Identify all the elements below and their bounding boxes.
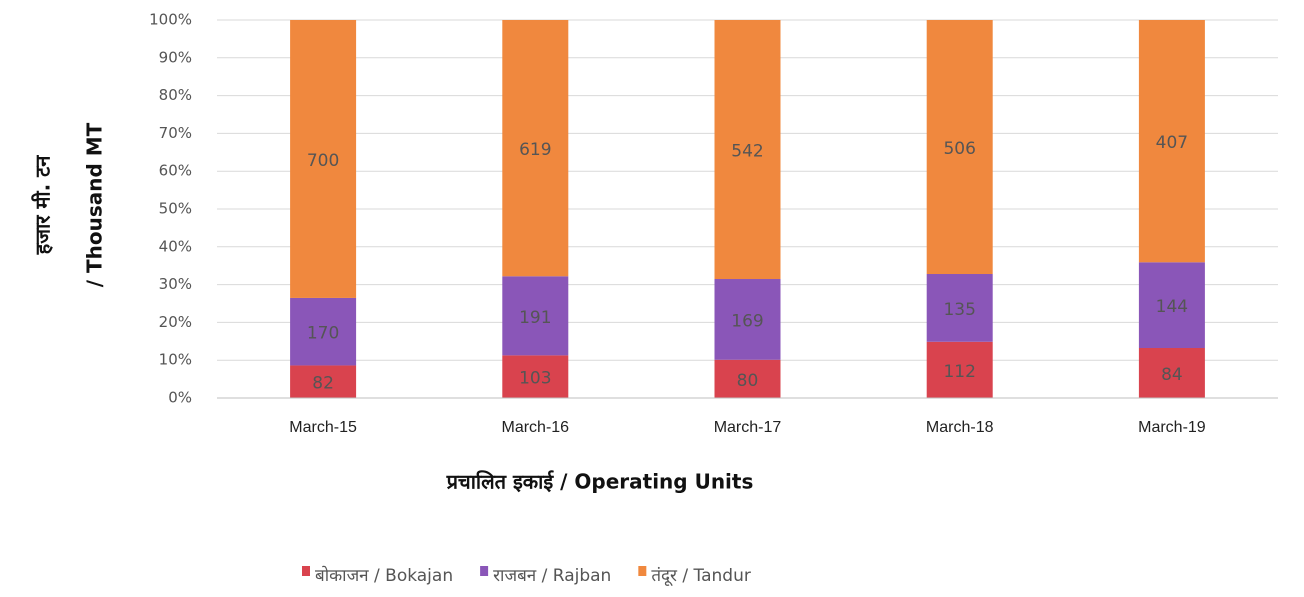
y-tick-label: 30% bbox=[159, 275, 192, 293]
bar-segment bbox=[1138, 347, 1205, 398]
bar-segment bbox=[714, 279, 781, 360]
x-tick-label: March-15 bbox=[289, 419, 357, 436]
bar-segment bbox=[926, 20, 993, 275]
y-axis-title: / Thousand MT bbox=[83, 122, 107, 287]
x-tick-label: March-19 bbox=[1138, 419, 1206, 436]
data-label: 82 bbox=[312, 374, 334, 394]
bar-segment bbox=[926, 341, 993, 398]
bar-segment bbox=[926, 274, 993, 342]
data-label: 619 bbox=[519, 140, 551, 160]
data-label: 144 bbox=[1156, 297, 1188, 317]
bar-segment bbox=[502, 20, 569, 277]
x-tick-label: March-18 bbox=[926, 419, 994, 436]
y-axis-title: हजार मी. टन bbox=[31, 155, 55, 256]
bar-segment bbox=[714, 20, 781, 280]
bar-segment bbox=[290, 365, 357, 398]
y-tick-label: 50% bbox=[159, 200, 192, 218]
legend-label: बोकाजन / Bokajan bbox=[315, 565, 453, 586]
bar-segment bbox=[1138, 262, 1205, 348]
y-tick-label: 20% bbox=[159, 313, 192, 331]
x-tick-label: March-16 bbox=[502, 419, 570, 436]
legend-label: राजबन / Rajban bbox=[493, 566, 611, 586]
y-tick-label: 0% bbox=[168, 389, 192, 407]
y-tick-label: 70% bbox=[159, 124, 192, 142]
data-label: 506 bbox=[943, 139, 975, 159]
data-label: 700 bbox=[307, 151, 339, 171]
data-label: 84 bbox=[1161, 365, 1183, 385]
data-label: 191 bbox=[519, 308, 551, 328]
bar-segment bbox=[502, 276, 569, 356]
y-tick-label: 10% bbox=[159, 351, 192, 369]
bar-segment bbox=[290, 20, 357, 298]
y-tick-label: 60% bbox=[159, 162, 192, 180]
bar-segment bbox=[290, 297, 357, 366]
data-label: 135 bbox=[943, 300, 975, 320]
data-label: 169 bbox=[731, 311, 763, 331]
bar-segment bbox=[1138, 20, 1205, 263]
legend-label: तंदूर / Tandur bbox=[651, 566, 751, 586]
legend-swatch bbox=[638, 566, 647, 576]
legend-swatch bbox=[480, 566, 489, 576]
data-label: 112 bbox=[943, 362, 975, 382]
y-tick-label: 100% bbox=[149, 11, 192, 29]
x-tick-label: March-17 bbox=[714, 419, 782, 436]
y-tick-label: 40% bbox=[159, 237, 192, 255]
y-tick-label: 80% bbox=[159, 86, 192, 104]
y-tick-label: 90% bbox=[159, 48, 192, 66]
bar-segment bbox=[502, 355, 569, 398]
data-label: 542 bbox=[731, 142, 763, 162]
data-label: 80 bbox=[737, 371, 759, 391]
legend-swatch bbox=[302, 566, 310, 576]
data-label: 170 bbox=[307, 324, 339, 344]
bar-segment bbox=[714, 359, 781, 398]
x-axis-title: प्रचालित इकाई / Operating Units bbox=[446, 470, 754, 494]
data-label: 407 bbox=[1156, 133, 1188, 153]
data-label: 103 bbox=[519, 369, 551, 389]
